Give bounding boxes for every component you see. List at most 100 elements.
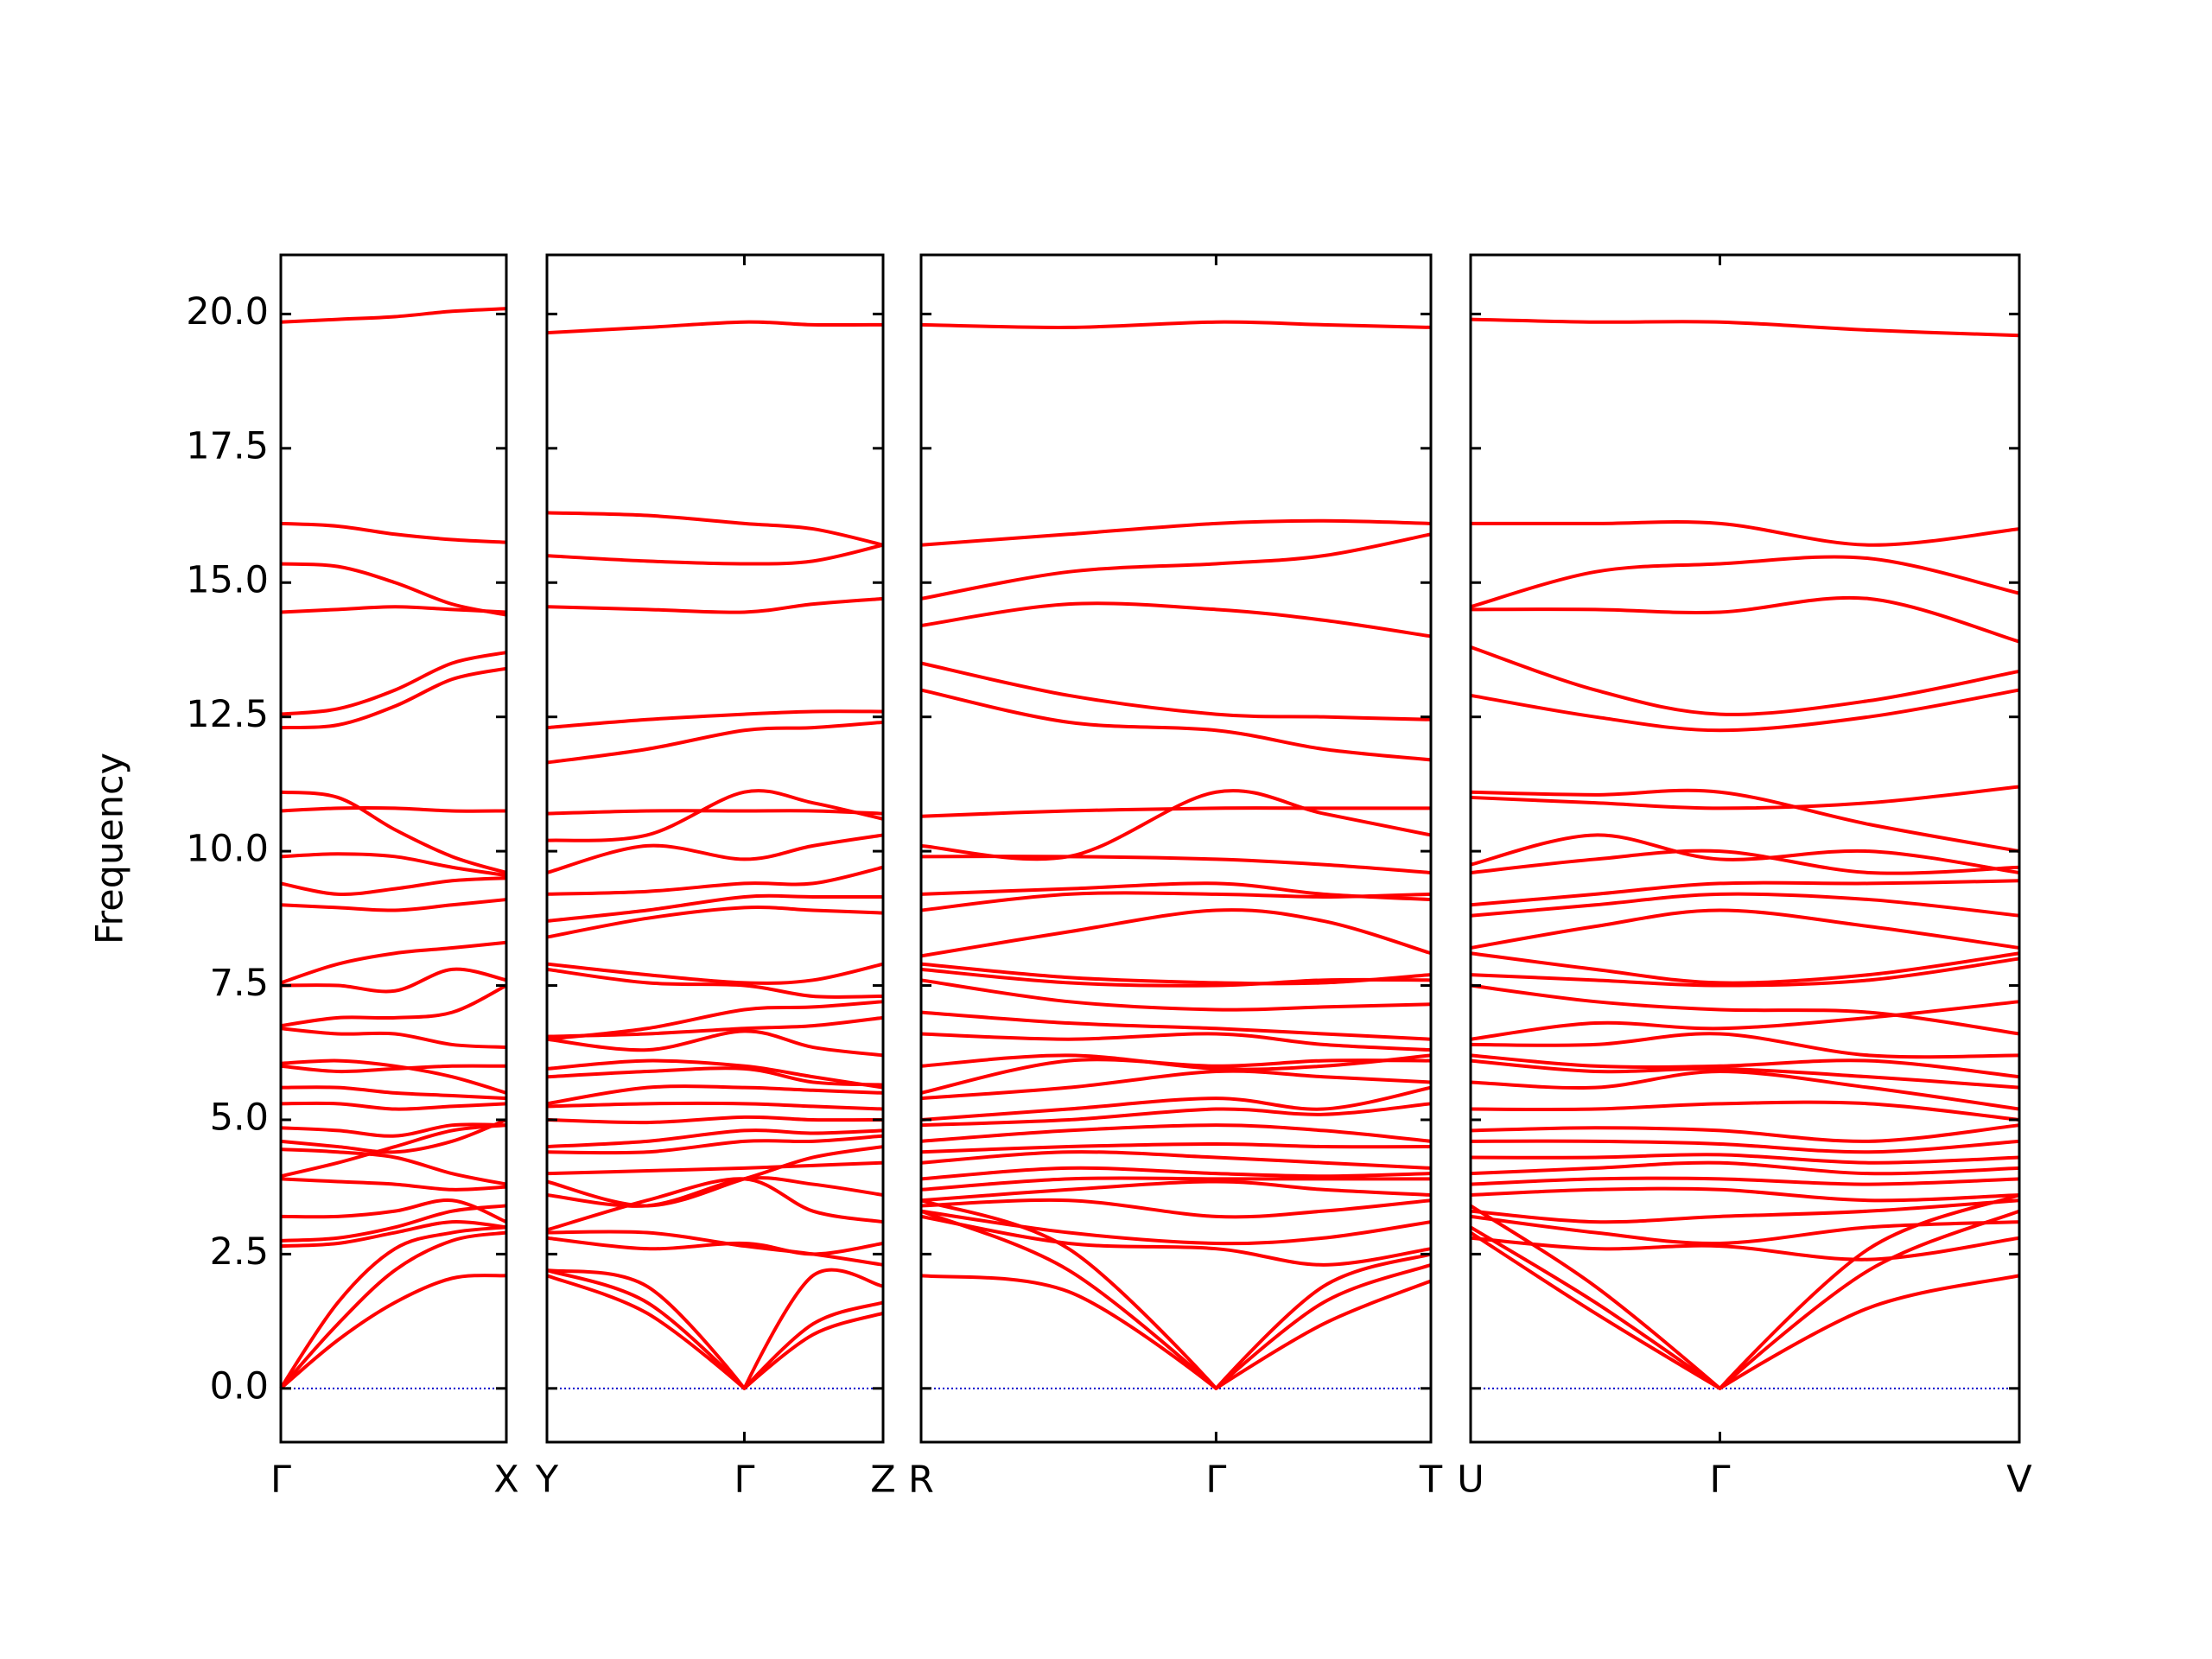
band bbox=[280, 805, 507, 813]
band bbox=[280, 940, 507, 985]
band bbox=[1470, 1123, 2020, 1143]
band bbox=[280, 790, 507, 874]
band bbox=[1470, 1032, 2020, 1059]
band bbox=[920, 1053, 1432, 1071]
band bbox=[280, 1064, 507, 1074]
band bbox=[1469, 1230, 2020, 1390]
band bbox=[920, 1150, 1432, 1170]
band bbox=[280, 521, 507, 544]
y-tick-label: 20.0 bbox=[186, 290, 269, 334]
band bbox=[280, 1147, 507, 1186]
x-tick-label: Y bbox=[535, 1459, 559, 1502]
band bbox=[1470, 849, 2020, 875]
band bbox=[280, 1123, 507, 1179]
x-tick-label: X bbox=[493, 1459, 518, 1502]
y-tick-label: 0.0 bbox=[210, 1364, 269, 1408]
band bbox=[280, 852, 507, 878]
band bbox=[546, 1230, 884, 1267]
band bbox=[279, 1230, 507, 1390]
band bbox=[546, 967, 884, 999]
y-tick-label: 7.5 bbox=[210, 962, 269, 1005]
band bbox=[546, 865, 884, 896]
band bbox=[280, 967, 507, 994]
band bbox=[1470, 785, 2020, 810]
band bbox=[1470, 645, 2020, 716]
band bbox=[546, 1015, 884, 1039]
band bbox=[920, 1209, 1432, 1390]
band bbox=[280, 876, 507, 896]
band bbox=[546, 1058, 884, 1090]
y-tick-label: 12.5 bbox=[186, 693, 269, 736]
band bbox=[920, 967, 1432, 988]
band bbox=[280, 1122, 507, 1138]
band bbox=[546, 962, 884, 985]
y-tick-label: 2.5 bbox=[210, 1230, 269, 1274]
band bbox=[1470, 788, 2020, 854]
band bbox=[546, 1128, 884, 1149]
band bbox=[1470, 1100, 2020, 1122]
band bbox=[280, 605, 507, 614]
band bbox=[279, 1274, 507, 1390]
y-tick-label: 15.0 bbox=[186, 559, 269, 602]
band bbox=[1470, 983, 2020, 1036]
band bbox=[920, 518, 1432, 547]
band bbox=[920, 320, 1432, 329]
band bbox=[1470, 317, 2020, 338]
band bbox=[280, 1027, 507, 1050]
band bbox=[920, 1274, 1432, 1390]
band bbox=[280, 983, 507, 1028]
x-tick-label: Γ bbox=[270, 1459, 291, 1502]
band bbox=[546, 1134, 884, 1155]
band bbox=[1470, 951, 2020, 985]
band bbox=[920, 1198, 1432, 1219]
band bbox=[546, 1274, 884, 1390]
band bbox=[920, 1123, 1432, 1143]
band bbox=[1470, 1160, 2020, 1176]
band bbox=[1470, 1070, 2020, 1111]
band bbox=[1470, 1176, 2020, 1186]
band bbox=[1470, 908, 2020, 950]
band bbox=[920, 601, 1432, 639]
band bbox=[920, 891, 1432, 912]
band bbox=[546, 1066, 884, 1087]
band bbox=[920, 1214, 1432, 1267]
band bbox=[920, 1198, 1432, 1390]
band bbox=[280, 1220, 507, 1249]
band bbox=[920, 978, 1432, 1012]
band bbox=[1470, 1198, 2020, 1224]
band bbox=[920, 789, 1432, 861]
band bbox=[920, 1085, 1432, 1122]
band bbox=[1470, 892, 2020, 918]
band bbox=[1470, 879, 2020, 907]
band bbox=[920, 1058, 1432, 1095]
x-tick-label: R bbox=[908, 1459, 934, 1502]
band bbox=[1470, 1000, 2020, 1041]
plot-frame bbox=[919, 253, 1433, 1444]
band bbox=[920, 1209, 1432, 1246]
band bbox=[546, 1236, 884, 1256]
y-axis-label: Frequency bbox=[89, 753, 132, 944]
band bbox=[280, 1204, 507, 1243]
x-tick-label: Z bbox=[870, 1459, 895, 1502]
band bbox=[920, 661, 1432, 721]
plot-frame bbox=[545, 253, 885, 1444]
x-tick-label: Γ bbox=[1710, 1459, 1731, 1502]
plot-frame bbox=[1469, 253, 2021, 1444]
band bbox=[279, 1225, 507, 1389]
band bbox=[920, 1179, 1432, 1203]
band bbox=[280, 1085, 507, 1101]
band bbox=[920, 806, 1431, 818]
band bbox=[920, 1176, 1431, 1192]
band bbox=[280, 1058, 507, 1095]
band bbox=[280, 1101, 507, 1111]
band bbox=[1470, 1236, 2020, 1262]
x-tick-label: V bbox=[2006, 1459, 2032, 1502]
band bbox=[1470, 555, 2020, 609]
band bbox=[546, 1000, 884, 1041]
band bbox=[920, 1032, 1432, 1052]
band bbox=[546, 1268, 884, 1390]
band bbox=[546, 1115, 884, 1125]
band bbox=[1470, 595, 2020, 644]
band bbox=[1470, 1053, 2020, 1079]
